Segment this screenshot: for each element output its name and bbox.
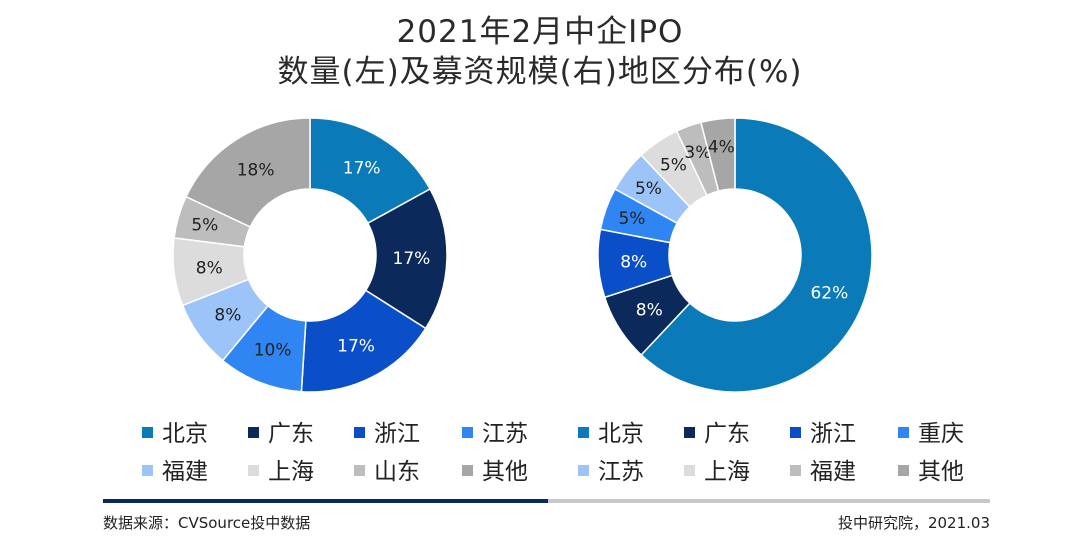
legend-swatch (354, 465, 365, 476)
legend-label: 其他 (482, 459, 528, 485)
legend-swatch (684, 427, 695, 438)
legend-label: 广东 (704, 421, 750, 447)
data-label-山东: 5% (191, 215, 218, 235)
legend-item: 北京 (142, 414, 208, 448)
legend-swatch (790, 465, 801, 476)
slice-浙江 (300, 289, 427, 393)
legend-count: 北京 广东 浙江 江苏福建 上海 山东 其他 (142, 414, 542, 486)
legend-item: 浙江 (354, 414, 420, 448)
data-label-江苏: 5% (635, 179, 662, 199)
slice-其他 (700, 117, 736, 192)
legend-swatch (462, 427, 473, 438)
footer-bar-light (548, 499, 990, 503)
legend-label: 福建 (162, 459, 208, 485)
slice-北京 (309, 117, 432, 225)
chart-title-line1: 2021年2月中企IPO (396, 14, 684, 50)
legend-item: 福建 (790, 452, 856, 486)
legend-swatch (684, 465, 695, 476)
legend-item: 上海 (684, 452, 750, 486)
footer-bar-dark (103, 499, 548, 503)
legend-swatch (462, 465, 473, 476)
legend-label: 上海 (268, 459, 314, 485)
legend-item: 北京 (578, 414, 644, 448)
data-label-江苏: 10% (254, 340, 292, 360)
data-label-上海: 8% (196, 259, 223, 279)
legend-label: 浙江 (810, 421, 856, 447)
legend-item: 浙江 (790, 414, 856, 448)
legend-swatch (142, 427, 153, 438)
data-label-浙江: 8% (620, 252, 647, 272)
legend-swatch (790, 427, 801, 438)
data-label-北京: 62% (810, 283, 848, 303)
legend-label: 江苏 (482, 421, 528, 447)
donut-chart-count: 17% 17% 17% 10% 8% 8% 5% 18% (172, 117, 448, 393)
legend-swatch (578, 465, 589, 476)
legend-label: 福建 (810, 459, 856, 485)
slice-北京 (640, 117, 873, 393)
data-label-重庆: 5% (618, 209, 645, 229)
legend-swatch (248, 427, 259, 438)
legend-label: 浙江 (374, 421, 420, 447)
data-label-广东: 8% (636, 300, 663, 320)
legend-item: 其他 (898, 452, 964, 486)
data-label-广东: 17% (393, 249, 431, 269)
data-label-浙江: 17% (337, 336, 375, 356)
legend-item: 福建 (142, 452, 208, 486)
legend-item: 山东 (354, 452, 420, 486)
legend-label: 山东 (374, 459, 420, 485)
legend-label: 江苏 (598, 459, 644, 485)
credit: 投中研究院，2021.03 (837, 514, 990, 532)
legend-label: 重庆 (918, 421, 964, 447)
legend-item: 江苏 (578, 452, 644, 486)
legend-swatch (578, 427, 589, 438)
slice-广东 (364, 187, 448, 330)
data-label-上海: 5% (660, 155, 687, 175)
legend-swatch (354, 427, 365, 438)
legend-funding: 北京 广东 浙江 重庆江苏 上海 福建 其他 (578, 414, 978, 486)
legend-swatch (142, 465, 153, 476)
legend-item: 上海 (248, 452, 314, 486)
legend-item: 广东 (248, 414, 314, 448)
legend-item: 重庆 (898, 414, 964, 448)
legend-label: 北京 (598, 421, 644, 447)
data-label-其他: 18% (237, 160, 275, 180)
data-label-其他: 4% (708, 137, 735, 157)
slice-其他 (185, 117, 311, 228)
legend-label: 其他 (918, 459, 964, 485)
legend-item: 其他 (462, 452, 528, 486)
data-label-北京: 17% (343, 159, 381, 179)
legend-item: 广东 (684, 414, 750, 448)
chart-title-line2: 数量(左)及募资规模(右)地区分布(%) (277, 54, 803, 90)
data-source: 数据来源：CVSource投中数据 (103, 514, 311, 532)
legend-label: 北京 (162, 421, 208, 447)
donut-chart-funding: 62%8%8%5%5%5%3%4% (597, 117, 873, 393)
legend-item: 江苏 (462, 414, 528, 448)
legend-label: 广东 (268, 421, 314, 447)
legend-label: 上海 (704, 459, 750, 485)
legend-swatch (898, 465, 909, 476)
data-label-福建: 3% (684, 143, 711, 163)
legend-swatch (898, 427, 909, 438)
data-label-福建: 8% (214, 306, 241, 326)
legend-swatch (248, 465, 259, 476)
